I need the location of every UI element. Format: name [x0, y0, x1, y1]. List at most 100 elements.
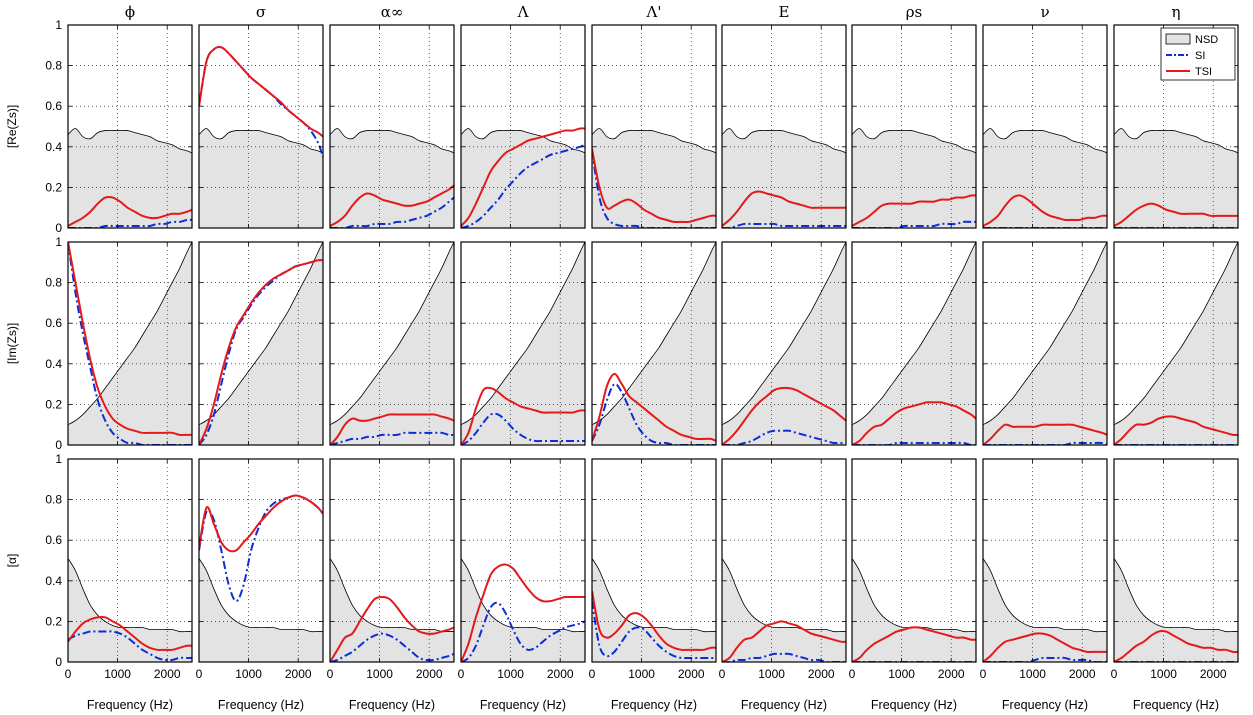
subplot: [721, 241, 847, 446]
x-tick-label: 0: [196, 667, 203, 681]
subplot: 0 0.2 0.4 0.6 0.8 1: [45, 18, 193, 235]
y-tick-label: 0.6: [45, 533, 62, 547]
subplot: [591, 24, 717, 229]
si-series-line: [461, 412, 585, 445]
axes-frame: [851, 24, 977, 229]
nsd-area: [461, 128, 585, 228]
nsd-line: [722, 242, 846, 426]
x-tick-label: 0: [458, 667, 465, 681]
x-tick-label: 1000: [888, 667, 915, 681]
tsi-series-line: [852, 194, 976, 227]
y-tick-label: 1: [55, 18, 62, 32]
nsd-area: [68, 558, 192, 662]
si-series-line: [68, 630, 192, 662]
grid: [722, 25, 846, 228]
tsi-series-line: [330, 413, 454, 445]
column-title: ϕ: [125, 3, 135, 21]
nsd-line: [330, 558, 454, 633]
subplot: 0 1000 2000 Frequency (Hz): [1111, 458, 1239, 712]
subplot: [198, 24, 324, 229]
nsd-area: [1114, 558, 1238, 662]
nsd-area: [199, 242, 323, 445]
x-tick-label: 0: [719, 667, 726, 681]
x-axis-label: Frequency (Hz): [349, 698, 435, 712]
subplot: [591, 241, 717, 446]
grid: [330, 25, 454, 228]
tsi-series-line: [199, 494, 323, 553]
subplot: 0 1000 2000 Frequency (Hz): [196, 458, 324, 712]
nsd-area: [983, 558, 1107, 662]
axes-frame: [460, 24, 586, 229]
tsi-series-line: [461, 127, 585, 227]
tsi-series-line: [852, 626, 976, 662]
subplot: [460, 24, 586, 229]
tsi-series-line: [722, 386, 846, 445]
nsd-line: [983, 242, 1107, 426]
x-axis-label: Frequency (Hz): [218, 698, 304, 712]
nsd-line: [461, 242, 585, 426]
axes-frame: [851, 241, 977, 446]
nsd-area: [852, 558, 976, 662]
subplot: [721, 24, 847, 229]
si-series-line: [592, 600, 716, 660]
grid: [852, 242, 976, 445]
axes-frame: [198, 458, 324, 663]
nsd-area: [199, 128, 323, 228]
x-axis-label: Frequency (Hz): [871, 698, 957, 712]
y-tick-label: 0.6: [45, 316, 62, 330]
axes-frame: [67, 241, 193, 446]
ticks: [982, 24, 1107, 229]
nsd-area: [852, 242, 976, 445]
grid: [1114, 459, 1238, 662]
y-tick-label: 0.8: [45, 493, 62, 507]
nsd-area: [983, 128, 1107, 228]
x-axis-label: Frequency (Hz): [87, 698, 173, 712]
x-tick-label: 0: [65, 667, 72, 681]
subplot: 0 0.2 0.4 0.6 0.8 1 0 1000 2000 Frequency (Hz): [45, 452, 193, 712]
subplot: [851, 241, 977, 446]
axes-frame: [329, 24, 455, 229]
grid: [1114, 25, 1238, 228]
axes-frame: [982, 458, 1108, 663]
nsd-line: [983, 128, 1107, 154]
grid: [592, 459, 716, 662]
si-series-line: [461, 143, 585, 228]
y-tick-label: 0.8: [45, 59, 62, 73]
grid: [461, 25, 585, 228]
subplot: [982, 24, 1108, 229]
legend-entry-label: NSD: [1195, 34, 1218, 46]
x-tick-label: 0: [1111, 667, 1118, 681]
axes-frame: [198, 241, 324, 446]
y-tick-label: 0.8: [45, 276, 62, 290]
tsi-series-line: [461, 386, 585, 445]
tsi-series-line: [983, 423, 1107, 445]
axes-frame: [721, 24, 847, 229]
x-tick-label: 0: [589, 667, 596, 681]
grid: [199, 25, 323, 228]
grid: [592, 25, 716, 228]
tsi-series-line: [330, 596, 454, 662]
tsi-series-line: [68, 615, 192, 651]
legend-swatch-nsd: [1165, 33, 1191, 45]
nsd-area: [330, 558, 454, 662]
nsd-area: [592, 558, 716, 662]
legend-entry-label: SI: [1195, 50, 1205, 62]
tsi-series-line: [592, 590, 716, 651]
axes-frame: [1113, 24, 1239, 229]
y-tick-label: 0.4: [45, 140, 62, 154]
x-axis-label: Frequency (Hz): [741, 698, 827, 712]
grid: [330, 459, 454, 662]
y-tick-label: 0: [55, 655, 62, 669]
tsi-series-line: [722, 620, 846, 662]
axes-frame: [460, 458, 586, 663]
nsd-area: [722, 128, 846, 228]
x-tick-label: 2000: [938, 667, 965, 681]
x-tick-label: 1000: [758, 667, 785, 681]
subplot: 0 0.2 0.4 0.6 0.8 1: [45, 235, 193, 452]
x-tick-label: 2000: [1200, 667, 1227, 681]
column-title: E: [779, 3, 790, 21]
x-tick-label: 0: [980, 667, 987, 681]
subplot: 0 1000 2000 Frequency (Hz): [849, 458, 977, 712]
nsd-line: [199, 128, 323, 154]
x-tick-label: 1000: [104, 667, 131, 681]
